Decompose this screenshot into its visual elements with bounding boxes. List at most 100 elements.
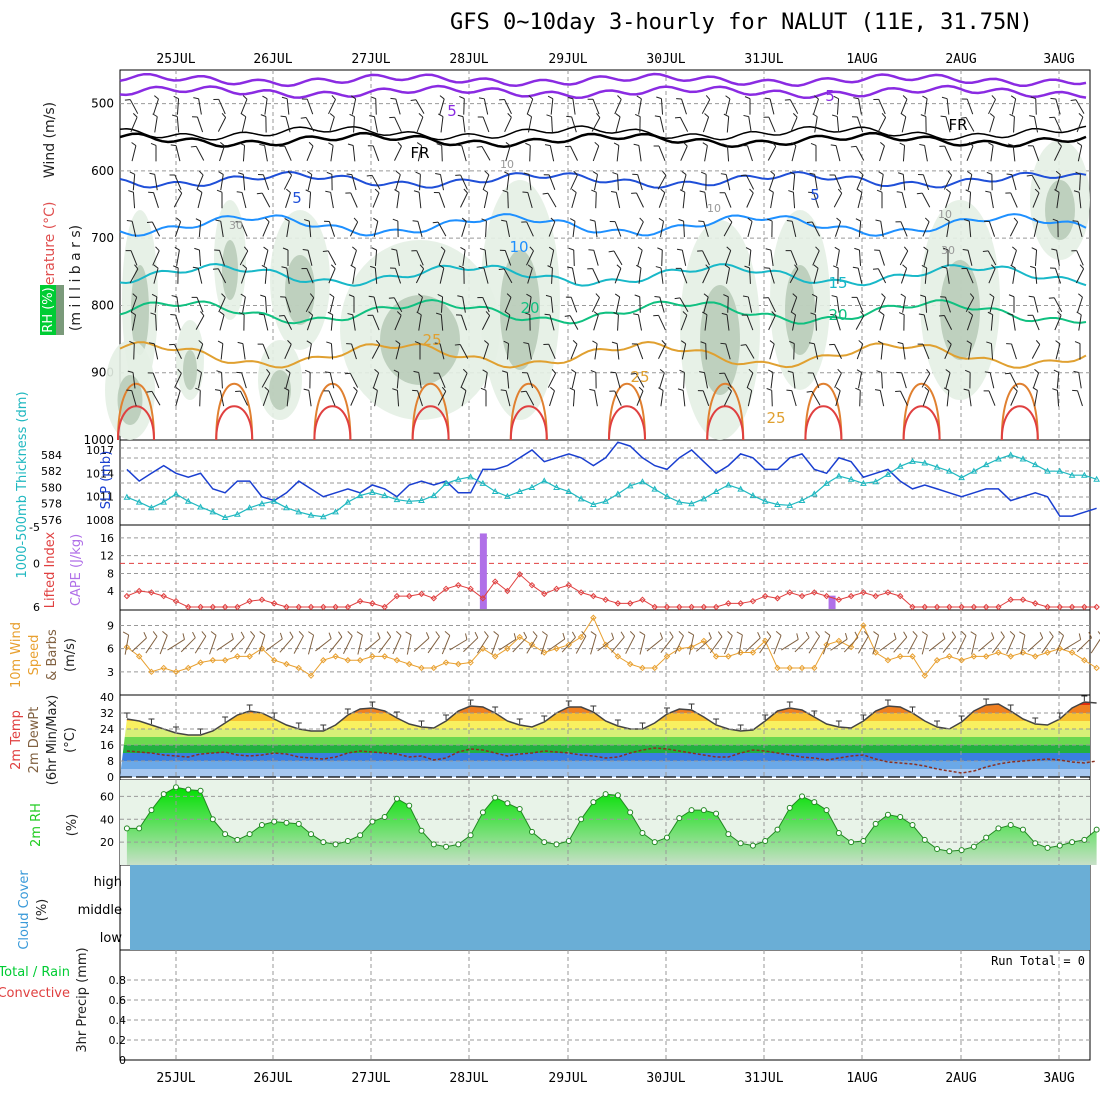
barb-staff	[770, 249, 774, 266]
thickness-point	[528, 483, 536, 490]
wind-barb	[1033, 217, 1039, 237]
barb-flag	[876, 370, 882, 373]
wind-barb	[454, 343, 469, 359]
wind-barb	[260, 294, 268, 313]
rh-shade-dark	[785, 265, 815, 355]
barb-flag	[742, 144, 748, 147]
wind-barb	[521, 372, 534, 389]
barb-flag	[945, 369, 951, 374]
barb-flag	[875, 219, 881, 222]
barb-staff	[198, 249, 202, 266]
temp-arch	[902, 405, 941, 441]
barb-flag	[674, 116, 681, 119]
barb-flag	[347, 630, 353, 637]
barb-staff	[1076, 116, 1084, 133]
barb-flag	[964, 369, 971, 373]
wind-barb	[879, 141, 885, 162]
thickness-point	[835, 472, 843, 479]
wind-barb	[831, 295, 840, 313]
barb-staff	[945, 192, 951, 208]
barb-staff	[790, 297, 798, 313]
surface-wind-barb	[597, 632, 615, 652]
temp-arch	[117, 405, 155, 441]
barb-staff	[526, 635, 538, 654]
wind-barb	[701, 95, 711, 114]
barb-staff	[461, 145, 467, 162]
wind-barb	[855, 311, 865, 330]
barb-flag	[433, 372, 439, 374]
rh2m-point	[835, 830, 842, 836]
wind-barb	[812, 113, 818, 133]
wind-barb	[565, 145, 578, 161]
barb-flag	[1049, 116, 1055, 119]
temp-arch	[608, 382, 646, 441]
barb-staff	[877, 268, 887, 284]
wind-barb	[657, 247, 663, 266]
wind-barb	[764, 267, 775, 284]
wind-barb	[723, 217, 733, 237]
barb-flag	[832, 114, 838, 118]
wind-barb	[809, 172, 818, 191]
barb-flag	[523, 342, 529, 345]
wind-barb	[146, 390, 161, 406]
barb-staff	[1075, 268, 1085, 284]
barb-staff	[1076, 250, 1084, 266]
temp2m-ytick: 24	[100, 723, 114, 736]
barb-flag	[460, 246, 466, 251]
barb-staff	[814, 174, 818, 191]
rh2m-point	[921, 836, 928, 843]
barb-staff	[176, 98, 180, 115]
surface-wind-barb	[216, 632, 234, 651]
barb-staff	[790, 250, 798, 266]
thickness-point	[234, 510, 241, 517]
wind10-point	[258, 645, 266, 652]
wind10-point	[234, 653, 241, 660]
barb-staff	[1090, 636, 1100, 654]
wind10-ytick: 6	[107, 643, 114, 656]
barb-staff	[569, 315, 579, 330]
wind-barb	[987, 311, 994, 331]
barb-flag	[1078, 633, 1082, 640]
barb-flag	[770, 170, 775, 176]
wind-barb	[944, 218, 950, 238]
upper-ylabel-rh: RH (%)	[41, 287, 56, 332]
rh2m-point	[762, 838, 769, 844]
rh2m-point	[1044, 844, 1051, 851]
wind10-point	[528, 641, 536, 648]
wind-barb	[589, 388, 598, 407]
barb-staff	[131, 637, 147, 652]
wind-barb	[413, 370, 422, 389]
surface-wind-barb	[625, 631, 636, 654]
barb-staff	[724, 372, 732, 388]
barb-flag	[899, 142, 905, 146]
wind-barb	[1032, 188, 1040, 208]
wind-barb	[437, 386, 447, 406]
barb-flag	[280, 296, 286, 298]
wind-barb	[680, 311, 688, 331]
barb-staff	[151, 391, 161, 406]
barb-staff	[1055, 343, 1061, 360]
barb-staff	[353, 116, 355, 133]
barb-flag	[982, 250, 989, 252]
barb-flag	[182, 633, 185, 640]
barb-flag	[832, 265, 839, 269]
barb-flag	[918, 313, 925, 316]
barb-staff	[681, 250, 687, 266]
wind-barb	[806, 390, 821, 406]
wind-barb	[1075, 171, 1081, 191]
wind-barb	[791, 142, 797, 162]
wind-barb	[328, 264, 336, 284]
barb-flag	[1030, 265, 1036, 269]
barb-staff	[561, 637, 576, 653]
barb-staff	[638, 98, 642, 115]
barb-staff	[1054, 146, 1062, 161]
barb-staff	[440, 116, 444, 133]
barb-staff	[394, 268, 402, 284]
temp-arch	[117, 382, 155, 441]
wind10-ylabel-b: Speed	[27, 635, 42, 676]
barb-flag	[837, 188, 843, 194]
wind-barb	[1052, 218, 1059, 238]
wind10-point	[553, 645, 560, 652]
barb-flag	[703, 293, 709, 298]
barb-flag	[259, 143, 265, 147]
